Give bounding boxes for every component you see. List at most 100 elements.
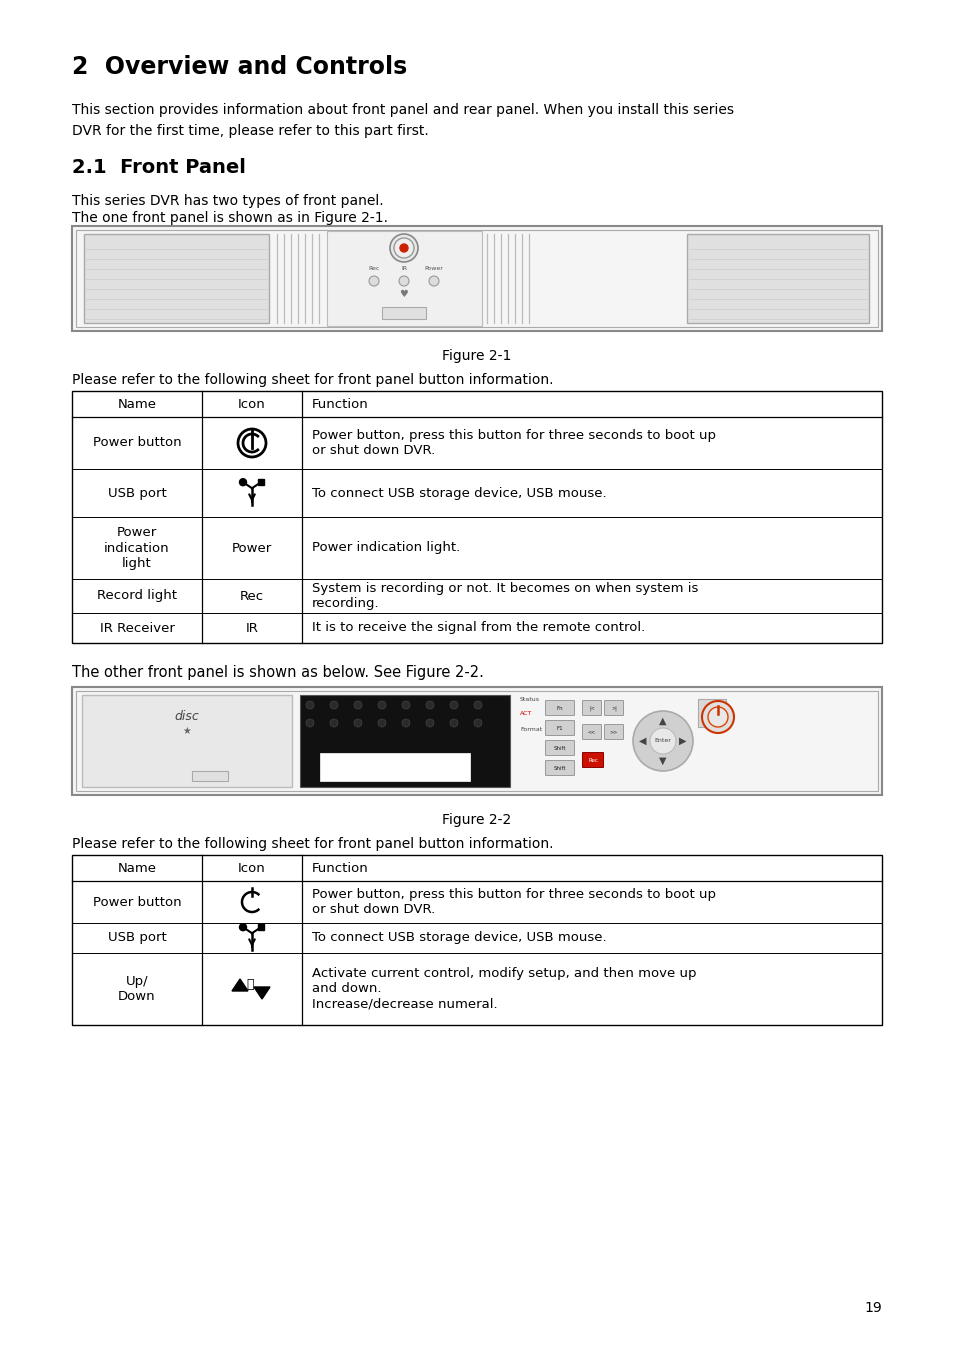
Circle shape (330, 701, 337, 709)
Text: Status: Status (519, 697, 539, 702)
Text: Power: Power (424, 266, 443, 271)
Circle shape (330, 720, 337, 728)
Text: 2.1  Front Panel: 2.1 Front Panel (71, 158, 246, 177)
Text: The other front panel is shown as below. See Figure 2-2.: The other front panel is shown as below.… (71, 666, 483, 680)
Text: Icon: Icon (238, 861, 266, 875)
Bar (76, 230, 877, 327)
Text: System is recording or not. It becomes on when system is
recording.: System is recording or not. It becomes o… (312, 582, 698, 610)
FancyBboxPatch shape (545, 760, 574, 775)
Text: This series DVR has two types of front panel.: This series DVR has two types of front p… (71, 194, 383, 208)
Bar (192, 771, 228, 782)
Text: Power indication light.: Power indication light. (312, 541, 459, 555)
Circle shape (633, 711, 692, 771)
Text: To connect USB storage device, USB mouse.: To connect USB storage device, USB mouse… (312, 931, 606, 945)
Text: Please refer to the following sheet for front panel button information.: Please refer to the following sheet for … (71, 373, 553, 387)
Text: Power button: Power button (92, 436, 181, 450)
Text: IR: IR (245, 621, 258, 634)
Circle shape (394, 238, 414, 258)
Text: Up/
Down: Up/ Down (118, 975, 155, 1003)
Text: Enter: Enter (654, 738, 671, 744)
Circle shape (377, 720, 386, 728)
Bar (84, 234, 269, 323)
Circle shape (354, 720, 361, 728)
FancyBboxPatch shape (582, 725, 601, 740)
FancyBboxPatch shape (604, 725, 623, 740)
Text: USB port: USB port (108, 931, 166, 945)
Circle shape (426, 701, 434, 709)
Bar (71, 687, 882, 795)
Circle shape (450, 701, 457, 709)
Bar (327, 231, 481, 325)
Circle shape (239, 479, 246, 486)
Circle shape (649, 728, 676, 755)
Text: This section provides information about front panel and rear panel. When you ins: This section provides information about … (71, 103, 733, 138)
Text: >|: >| (611, 705, 617, 710)
Text: <<: << (587, 729, 596, 734)
Text: ▼: ▼ (659, 756, 666, 765)
Circle shape (237, 429, 266, 458)
Text: ♥: ♥ (399, 289, 408, 298)
Circle shape (377, 701, 386, 709)
FancyBboxPatch shape (604, 701, 623, 716)
Text: ▲: ▲ (659, 716, 666, 726)
Text: Function: Function (312, 861, 369, 875)
Text: Power: Power (232, 541, 272, 555)
Text: Name: Name (117, 397, 156, 410)
Text: Power button: Power button (92, 895, 181, 909)
Text: disc: disc (174, 710, 199, 724)
FancyBboxPatch shape (545, 701, 574, 716)
Polygon shape (232, 979, 248, 991)
FancyBboxPatch shape (582, 701, 601, 716)
Bar (71, 392, 882, 643)
Text: Power button, press this button for three seconds to boot up
or shut down DVR.: Power button, press this button for thre… (312, 429, 716, 458)
Text: Shift: Shift (553, 765, 566, 771)
Bar (82, 695, 292, 787)
Text: Icon: Icon (238, 397, 266, 410)
Text: USB port: USB port (108, 486, 166, 500)
Circle shape (401, 720, 410, 728)
FancyBboxPatch shape (582, 752, 603, 768)
Bar (299, 695, 510, 787)
Bar (381, 306, 426, 319)
Text: It is to receive the signal from the remote control.: It is to receive the signal from the rem… (312, 621, 644, 634)
Text: Activate current control, modify setup, and then move up
and down.
Increase/decr: Activate current control, modify setup, … (312, 968, 696, 1011)
Bar (76, 691, 877, 791)
Text: >>: >> (609, 729, 618, 734)
Circle shape (401, 701, 410, 709)
Text: ，: ， (246, 979, 253, 991)
Text: Function: Function (312, 397, 369, 410)
Text: ★: ★ (182, 726, 192, 736)
Text: IR Receiver: IR Receiver (99, 621, 174, 634)
Bar (71, 855, 882, 1025)
Text: Power button, press this button for three seconds to boot up
or shut down DVR.: Power button, press this button for thre… (312, 888, 716, 917)
Circle shape (306, 720, 314, 728)
Circle shape (306, 701, 314, 709)
Text: ◀: ◀ (639, 736, 646, 747)
Text: Figure 2-1: Figure 2-1 (442, 350, 511, 363)
Bar (698, 699, 725, 728)
Circle shape (426, 720, 434, 728)
Circle shape (450, 720, 457, 728)
Text: Rec: Rec (240, 590, 264, 602)
Bar (319, 753, 470, 782)
Circle shape (707, 707, 727, 728)
Text: Rec: Rec (368, 266, 379, 271)
Circle shape (398, 275, 409, 286)
Text: Rec: Rec (587, 757, 598, 763)
Circle shape (399, 244, 408, 252)
Circle shape (239, 923, 246, 930)
Text: Please refer to the following sheet for front panel button information.: Please refer to the following sheet for … (71, 837, 553, 850)
FancyBboxPatch shape (545, 741, 574, 756)
Text: F1: F1 (557, 725, 562, 730)
Circle shape (354, 701, 361, 709)
Circle shape (369, 275, 378, 286)
Circle shape (390, 234, 417, 262)
Text: ▶: ▶ (679, 736, 686, 747)
Text: Fn: Fn (557, 706, 562, 710)
Polygon shape (253, 987, 270, 999)
Text: 2  Overview and Controls: 2 Overview and Controls (71, 55, 407, 80)
Bar (686, 234, 868, 323)
Text: The one front panel is shown as in Figure 2-1.: The one front panel is shown as in Figur… (71, 211, 388, 225)
Bar (257, 925, 264, 930)
Circle shape (429, 275, 438, 286)
